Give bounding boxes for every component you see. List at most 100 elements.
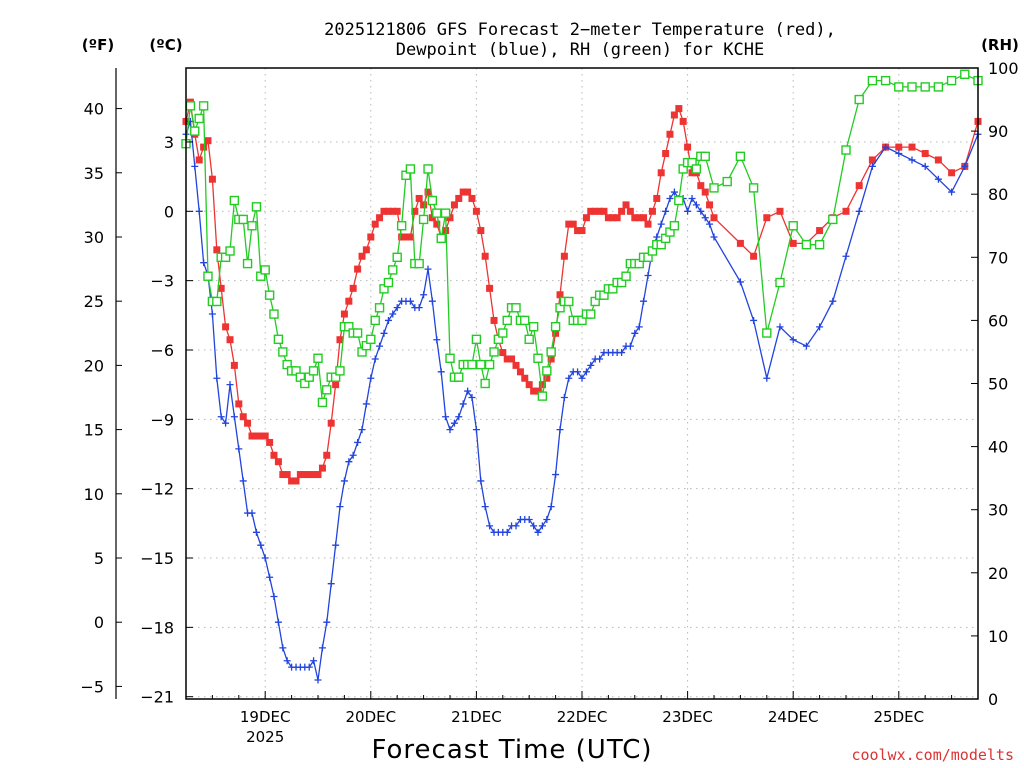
dewpoint-point [336, 503, 344, 511]
rh-point [867, 75, 878, 86]
temperature-point [842, 207, 850, 215]
dewpoint-point [560, 393, 568, 401]
f-tick-label: 0 [94, 613, 104, 632]
dewpoint-point [635, 323, 643, 331]
dewpoint-point [305, 663, 313, 671]
dewpoint-point [802, 342, 810, 350]
dewpoint-point [736, 278, 744, 286]
rh-point [801, 239, 812, 250]
c-tick-label: 0 [164, 202, 174, 221]
rh-point [242, 258, 253, 269]
dewpoint-point [631, 329, 639, 337]
rh-tick-label: 100 [988, 59, 1019, 78]
rh-unit-label: (RH) [981, 36, 1019, 54]
f-tick-label: 30 [84, 228, 104, 247]
dewpoint-point [587, 361, 595, 369]
rh-point [814, 239, 825, 250]
x-tick-year-label: 2025 [246, 728, 284, 746]
rh-point [880, 75, 891, 86]
rh-tick-label: 50 [988, 375, 1008, 394]
dewpoint-point [362, 400, 370, 408]
dewpoint-point [314, 676, 322, 684]
rh-point [418, 214, 429, 225]
temperature-point [921, 150, 929, 158]
rh-point [920, 82, 930, 92]
temperature-point [626, 207, 634, 215]
rh-point [722, 176, 732, 187]
temperature-point [534, 387, 542, 395]
fahrenheit-unit-label: (ºF) [82, 36, 114, 54]
rh-point [520, 315, 530, 326]
dewpoint-point [816, 323, 824, 331]
rh-point [247, 221, 257, 231]
temperature-point [266, 438, 274, 446]
temperature-point [420, 201, 428, 209]
dewpoint-point [222, 419, 230, 427]
temperature-point [274, 458, 282, 466]
temperature-point [596, 207, 604, 215]
rh-point [586, 309, 596, 319]
dewpoint-point [349, 451, 357, 459]
dewpoint-point [354, 438, 362, 446]
temperature-point [675, 105, 683, 113]
dewpoint-point [468, 393, 476, 401]
temperature-point [622, 201, 630, 209]
dewpoint-point [556, 426, 564, 434]
dewpoint-point [640, 297, 648, 305]
dewpoint-point [789, 336, 797, 344]
dewpoint-point [776, 323, 784, 331]
rh-point [370, 315, 380, 326]
temperature-point [569, 220, 577, 228]
temperature-point [415, 194, 423, 202]
dewpoint-point [279, 644, 287, 652]
rh-point [894, 82, 904, 92]
dewpoint-point [340, 477, 348, 485]
temperature-point [736, 239, 744, 247]
dewpoint-point [543, 515, 551, 523]
temperature-point [499, 349, 507, 357]
temperature-point [200, 143, 208, 151]
rh-point [546, 347, 556, 357]
dewpoint-point [371, 355, 379, 363]
dewpoint-point [961, 162, 969, 170]
temperature-point [868, 156, 876, 164]
temperature-point [574, 227, 582, 235]
temperature-point [450, 201, 458, 209]
rh-point [854, 94, 864, 105]
temperature-point [472, 207, 480, 215]
x-tick-label: 20DEC [346, 708, 397, 726]
temperature-point [252, 432, 260, 440]
dewpoint-point [274, 618, 282, 626]
dewpoint-point [345, 458, 353, 466]
rh-point [564, 296, 574, 307]
temperature-point [384, 207, 392, 215]
rh-point [273, 334, 284, 345]
rh-point [709, 183, 719, 193]
temperature-point [318, 464, 326, 472]
temperature-point [336, 336, 344, 344]
f-tick-label: 15 [84, 421, 104, 440]
temperature-point [305, 471, 313, 479]
temperature-point [666, 130, 674, 138]
temperature-point [486, 284, 494, 292]
temperature-point [710, 214, 718, 222]
temperature-point [530, 387, 538, 395]
rh-point [691, 164, 702, 174]
rh-tick-label: 10 [988, 627, 1008, 646]
x-tick-label: 21DEC [451, 708, 502, 726]
dewpoint-point [464, 387, 472, 395]
temperature-point [195, 156, 203, 164]
f-tick-label: −5 [80, 677, 104, 696]
temperature-point [618, 207, 626, 215]
x-tick-label: 23DEC [662, 708, 713, 726]
dewpoint-point [239, 477, 247, 485]
temperature-point [565, 220, 573, 228]
rh-series [181, 69, 983, 408]
temperature-point [362, 246, 370, 254]
dewpoint-point [525, 515, 533, 523]
dewpoint-point [530, 522, 538, 530]
rh-point [700, 151, 710, 162]
temperature-point [556, 291, 564, 299]
dewpoint-point [697, 207, 705, 215]
